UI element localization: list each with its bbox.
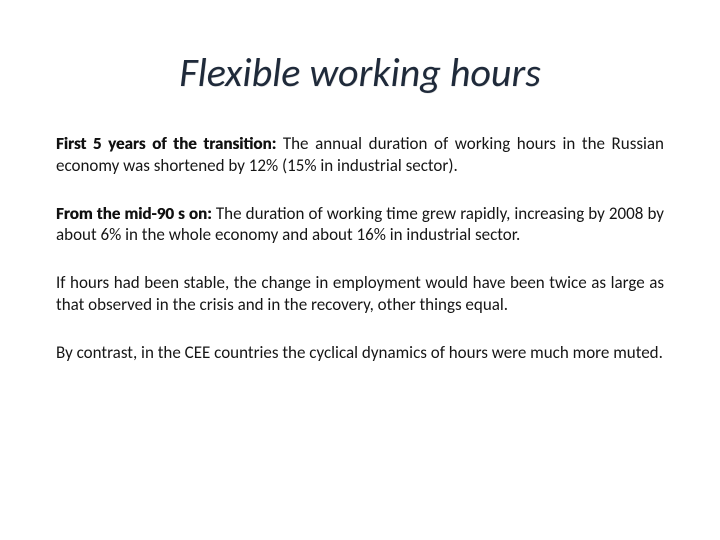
paragraph-3-body: If hours had been stable, the change in … [56, 272, 664, 315]
paragraph-2-lead: From the mid-90 s on: [56, 203, 216, 224]
paragraph-1: First 5 years of the transition: The ann… [56, 133, 664, 177]
paragraph-4: By contrast, in the CEE countries the cy… [56, 342, 664, 364]
paragraph-4-body: By contrast, in the CEE countries the cy… [56, 342, 663, 363]
paragraph-1-lead: First 5 years of the transition: [56, 133, 283, 154]
slide-title: Flexible working hours [56, 48, 664, 97]
paragraph-3: If hours had been stable, the change in … [56, 272, 664, 316]
paragraph-2: From the mid-90 s on: The duration of wo… [56, 203, 664, 247]
